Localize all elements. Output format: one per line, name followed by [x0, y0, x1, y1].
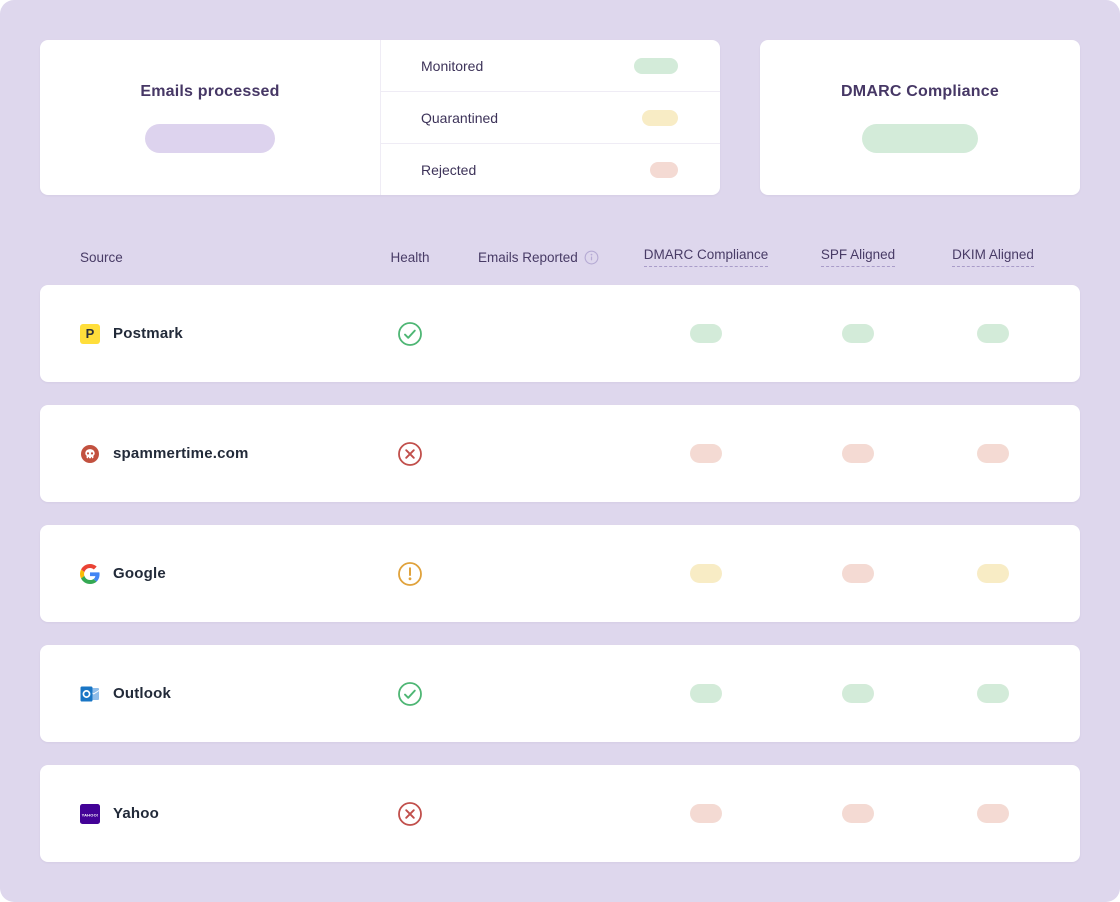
table-header-label[interactable]: SPF Aligned: [820, 247, 896, 267]
spf-aligned-cell: [782, 804, 934, 823]
health-cell: [360, 681, 460, 707]
dmarc-compliance-cell: [630, 324, 782, 343]
health-cell: [360, 441, 460, 467]
source-cell: spammertime.com: [40, 444, 360, 464]
svg-text:YAHOO!: YAHOO!: [82, 812, 99, 817]
dkim-aligned-cell: [934, 324, 1052, 343]
dmarc-compliance-title: DMARC Compliance: [841, 82, 999, 100]
dkim-aligned-skeleton: [977, 564, 1009, 583]
postmark-logo-icon: P: [80, 323, 100, 344]
spf-aligned-cell: [782, 324, 934, 343]
source-cell: P Postmark: [40, 323, 360, 344]
emails-processed-card: Emails processed Monitored Quarantined R…: [40, 40, 720, 195]
breakdown-value-skeleton: [642, 109, 678, 126]
source-name: spammertime.com: [113, 445, 249, 462]
google-logo-icon: [80, 563, 100, 584]
table-header-label[interactable]: DKIM Aligned: [952, 247, 1034, 267]
disposition-breakdown-list: Monitored Quarantined Rejected: [380, 40, 720, 195]
dmarc-compliance-cell: [630, 804, 782, 823]
dkim-aligned-cell: [934, 444, 1052, 463]
source-cell: Google: [40, 563, 360, 584]
source-name: Outlook: [113, 685, 172, 702]
breakdown-row: Rejected: [381, 144, 720, 195]
table-header-label: Emails Reported: [478, 249, 578, 265]
spf-aligned-skeleton: [842, 804, 874, 823]
dkim-aligned-skeleton: [977, 684, 1009, 703]
breakdown-label: Rejected: [421, 161, 477, 178]
dmarc-compliance-cell: [630, 564, 782, 583]
spf-aligned-skeleton: [842, 684, 874, 703]
breakdown-value-skeleton: [634, 57, 678, 74]
yahoo-logo-icon: YAHOO!: [80, 803, 100, 824]
dmarc-compliance-skeleton: [690, 684, 722, 703]
source-name: Yahoo: [113, 805, 160, 822]
health-cell: [360, 321, 460, 347]
source-row[interactable]: Outlook: [40, 645, 1080, 742]
info-icon[interactable]: [584, 250, 599, 265]
dkim-aligned-skeleton: [977, 804, 1009, 823]
health-pass-icon: [398, 681, 422, 706]
dmarc-compliance-skeleton: [690, 804, 722, 823]
breakdown-row: Quarantined: [381, 92, 720, 144]
source-name: Postmark: [113, 325, 183, 342]
breakdown-label: Quarantined: [421, 109, 499, 126]
spf-aligned-cell: [782, 444, 934, 463]
table-header-label[interactable]: DMARC Compliance: [643, 247, 769, 267]
source-row[interactable]: Google: [40, 525, 1080, 622]
emails-processed-summary: Emails processed: [40, 40, 380, 195]
source-cell: YAHOO! Yahoo: [40, 803, 360, 824]
outlook-logo-icon: [80, 686, 100, 701]
dkim-aligned-cell: [934, 684, 1052, 703]
dkim-aligned-cell: [934, 804, 1052, 823]
table-header-cell: Emails Reported: [460, 250, 630, 265]
breakdown-label: Monitored: [421, 57, 484, 74]
dmarc-compliance-cell: [630, 444, 782, 463]
health-fail-icon: [398, 801, 422, 826]
health-fail-icon: [398, 441, 422, 466]
sources-table-header: Source Health Emails Reported DMARC Comp…: [40, 244, 1080, 270]
table-header-cell: Source: [40, 250, 360, 265]
dmarc-compliance-cell: [630, 684, 782, 703]
health-pass-icon: [398, 321, 422, 346]
health-cell: [360, 801, 460, 827]
emails-processed-title: Emails processed: [140, 82, 280, 100]
source-row[interactable]: YAHOO! Yahoo: [40, 765, 1080, 862]
breakdown-row: Monitored: [381, 40, 720, 92]
table-header-cell: DKIM Aligned: [934, 247, 1052, 267]
dkim-aligned-skeleton: [977, 324, 1009, 343]
spam-skull-icon: [81, 444, 99, 463]
table-header-cell: Health: [360, 250, 460, 265]
health-cell: [360, 561, 460, 587]
source-name: Google: [113, 565, 166, 582]
table-header-cell: DMARC Compliance: [630, 247, 782, 267]
source-cell: Outlook: [40, 684, 360, 704]
spf-aligned-skeleton: [842, 324, 874, 343]
dmarc-compliance-card: DMARC Compliance: [760, 40, 1080, 195]
spf-aligned-cell: [782, 564, 934, 583]
breakdown-value-skeleton: [650, 161, 678, 178]
spf-aligned-skeleton: [842, 444, 874, 463]
source-row[interactable]: spammertime.com: [40, 405, 1080, 502]
dmarc-compliance-skeleton: [690, 324, 722, 343]
dmarc-compliance-skeleton: [690, 444, 722, 463]
table-header-label: Health: [390, 249, 430, 265]
dmarc-compliance-value-skeleton: [862, 123, 978, 153]
dkim-aligned-skeleton: [977, 444, 1009, 463]
dkim-aligned-cell: [934, 564, 1052, 583]
spf-aligned-cell: [782, 684, 934, 703]
source-row[interactable]: P Postmark: [40, 285, 1080, 382]
spf-aligned-skeleton: [842, 564, 874, 583]
emails-processed-value-skeleton: [145, 123, 275, 153]
table-header-label: Source: [80, 249, 123, 265]
table-header-cell: SPF Aligned: [782, 247, 934, 267]
health-warn-icon: [398, 561, 422, 586]
sources-table-body: P Postmark spammertime.com: [40, 285, 1080, 862]
dmarc-compliance-skeleton: [690, 564, 722, 583]
